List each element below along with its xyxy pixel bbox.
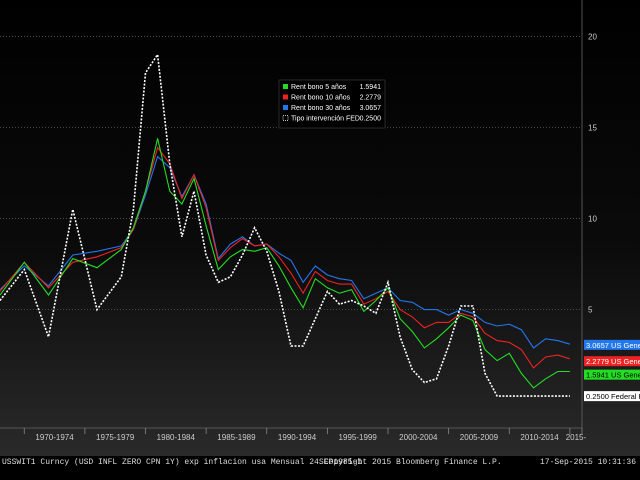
x-tick-label: 1980-1984 bbox=[157, 433, 196, 442]
legend-swatch bbox=[283, 105, 288, 110]
legend-label: Rent bono 10 años bbox=[291, 95, 351, 102]
last-value-text: 0.2500 Federal F bbox=[586, 392, 640, 401]
legend-label: Rent bono 5 años bbox=[291, 84, 347, 91]
y-tick-label: 10 bbox=[588, 215, 597, 224]
series-line-3 bbox=[0, 52, 570, 397]
legend-label: Tipo intervención FED bbox=[291, 116, 360, 123]
y-tick-label: 15 bbox=[588, 123, 597, 132]
last-value-text: 3.0657 US Generi bbox=[586, 341, 640, 350]
legend-value: 3.0657 bbox=[360, 105, 382, 112]
x-tick-label: 2010-2014 bbox=[520, 433, 559, 442]
legend-label: Rent bono 30 años bbox=[291, 105, 351, 112]
footer-bar: USSWIT1 Curncy (USD INFL ZERO CPN 1Y) ex… bbox=[0, 456, 640, 480]
x-tick-label: 1990-1994 bbox=[278, 433, 317, 442]
series-line-0 bbox=[0, 138, 570, 389]
y-tick-label: 5 bbox=[588, 306, 593, 315]
x-tick-label: 2015- bbox=[566, 433, 587, 442]
legend-value: 1.5941 bbox=[360, 84, 382, 91]
x-tick-label: 1985-1989 bbox=[217, 433, 256, 442]
legend-swatch bbox=[283, 84, 288, 89]
x-tick-label: 1970-1974 bbox=[35, 433, 74, 442]
footer-copyright: Copyright 2015 Bloomberg Finance L.P. bbox=[324, 458, 502, 467]
y-tick-label: 20 bbox=[588, 32, 597, 41]
legend-box bbox=[278, 79, 386, 129]
x-tick-label: 2005-2009 bbox=[460, 433, 499, 442]
last-value-tag bbox=[584, 369, 640, 380]
x-tick-label: 1975-1979 bbox=[96, 433, 135, 442]
x-tick-label: 1995-1999 bbox=[339, 433, 378, 442]
legend-value: 0.2500 bbox=[360, 116, 382, 123]
x-tick-label: 2000-2004 bbox=[399, 433, 438, 442]
last-value-text: 2.2779 US Generi bbox=[586, 357, 640, 366]
legend-value: 2.2779 bbox=[360, 95, 382, 102]
legend-swatch bbox=[282, 115, 289, 121]
plot-background bbox=[0, 0, 640, 456]
legend-swatch bbox=[283, 94, 288, 100]
footer-security-label: USSWIT1 Curncy (USD INFL ZERO CPN 1Y) ex… bbox=[2, 458, 363, 467]
series-line-2 bbox=[0, 155, 571, 349]
last-value-text: 1.5941 US Generi bbox=[586, 371, 640, 380]
line-chart: 20 15 10 5 1970-1974 1975-1979 1980-1984 1985-1… bbox=[0, 0, 640, 456]
last-value-tag bbox=[584, 339, 640, 350]
footer-timestamp: 17-Sep-2015 10:31:36 bbox=[539, 458, 636, 467]
last-value-tag bbox=[584, 356, 640, 367]
last-value-tag bbox=[584, 391, 640, 402]
